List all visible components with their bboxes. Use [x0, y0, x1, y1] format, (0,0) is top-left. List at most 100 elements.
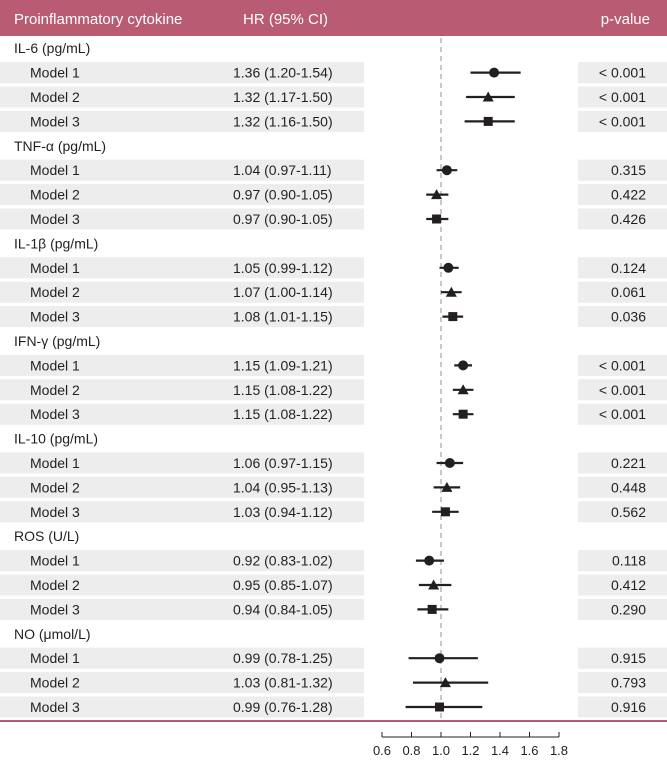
- row-stripe-left: [0, 476, 364, 498]
- hr-point-square: [448, 312, 458, 322]
- row-stripe-left: [0, 574, 364, 596]
- p-value: 0.412: [611, 577, 646, 593]
- hr-point-square: [483, 116, 493, 126]
- p-value: 0.915: [611, 650, 646, 666]
- hr-point-triangle: [441, 481, 453, 492]
- row-stripe-left: [0, 257, 364, 279]
- row-stripe-left: [0, 501, 364, 523]
- model-label: Model 2: [30, 187, 80, 203]
- model-label: Model 2: [30, 577, 80, 593]
- row-stripe-right: [578, 257, 667, 279]
- hr-ci-value: 0.92 (0.83-1.02): [233, 553, 333, 569]
- row-stripe-right: [578, 159, 667, 181]
- hr-point-square: [440, 507, 450, 517]
- hr-point-circle: [424, 555, 435, 566]
- row-stripe-right: [578, 86, 667, 108]
- model-label: Model 2: [30, 382, 80, 398]
- hr-ci-value: 0.94 (0.84-1.05): [233, 601, 333, 617]
- row-stripe-right: [578, 110, 667, 132]
- row-stripes: [0, 62, 667, 718]
- x-tick-label: 1.8: [550, 743, 568, 758]
- p-value: 0.118: [612, 553, 646, 569]
- row-stripe-right: [578, 696, 667, 718]
- model-label: Model 3: [30, 601, 80, 617]
- hr-ci-value: 1.36 (1.20-1.54): [233, 65, 333, 81]
- hr-ci-value: 1.03 (0.81-1.32): [233, 675, 333, 691]
- x-axis: 0.6 0.8 1.0 1.2 1.4 1.6 1.8: [373, 732, 568, 758]
- x-tick-label: 1.4: [491, 743, 509, 758]
- header-p-value: p-value: [601, 11, 650, 28]
- p-value: 0.422: [611, 187, 646, 203]
- hr-ci-value: 1.04 (0.97-1.11): [233, 162, 332, 178]
- p-value: 0.426: [611, 211, 646, 227]
- hr-point-triangle: [445, 286, 457, 297]
- group-label: IL-1β (pg/mL): [14, 235, 98, 251]
- group-label: IFN-γ (pg/mL): [14, 333, 100, 349]
- hr-ci-value: 1.15 (1.08-1.22): [233, 406, 333, 422]
- group-label: TNF-α (pg/mL): [14, 138, 106, 154]
- header-cytokine: Proinflammatory cytokine: [14, 11, 182, 28]
- row-stripe-left: [0, 647, 364, 669]
- hr-ci-value: 1.04 (0.95-1.13): [233, 479, 333, 495]
- p-value: 0.061: [611, 284, 646, 300]
- table-rows: IL-6 (pg/mL) Model 1 1.36 (1.20-1.54) < 0.0…: [14, 40, 646, 715]
- hr-ci-value: 0.97 (0.90-1.05): [233, 187, 333, 203]
- hr-point-square: [432, 214, 442, 224]
- row-stripe-right: [578, 476, 667, 498]
- hr-ci-value: 1.08 (1.01-1.15): [233, 309, 333, 325]
- row-stripe-right: [578, 550, 667, 572]
- hr-ci-value: 0.95 (0.85-1.07): [233, 577, 333, 593]
- hr-ci-value: 1.32 (1.16-1.50): [233, 113, 333, 129]
- row-stripe-left: [0, 452, 364, 474]
- row-stripe-right: [578, 403, 667, 425]
- hr-point-circle: [443, 262, 454, 273]
- p-value: < 0.001: [599, 89, 646, 105]
- p-value: 0.793: [611, 675, 646, 691]
- row-stripe-left: [0, 550, 364, 572]
- hr-point-square: [458, 409, 468, 419]
- row-stripe-right: [578, 208, 667, 230]
- p-value: < 0.001: [599, 65, 646, 81]
- row-stripe-right: [578, 184, 667, 206]
- hr-point-triangle: [439, 677, 451, 688]
- row-stripe-left: [0, 598, 364, 620]
- group-label: ROS (U/L): [14, 528, 79, 544]
- model-label: Model 3: [30, 211, 80, 227]
- model-label: Model 3: [30, 406, 80, 422]
- model-label: Model 2: [30, 479, 80, 495]
- model-label: Model 1: [30, 162, 80, 178]
- x-tick-label: 1.0: [432, 743, 450, 758]
- row-stripe-left: [0, 184, 364, 206]
- group-label: IL-6 (pg/mL): [14, 40, 90, 56]
- row-stripe-left: [0, 306, 364, 328]
- hr-ci-value: 1.15 (1.09-1.21): [233, 357, 333, 373]
- p-value: 0.315: [611, 162, 646, 178]
- group-label: IL-10 (pg/mL): [14, 431, 98, 447]
- hr-ci-value: 0.97 (0.90-1.05): [233, 211, 333, 227]
- row-stripe-left: [0, 281, 364, 303]
- model-label: Model 1: [30, 553, 80, 569]
- hr-ci-value: 1.32 (1.17-1.50): [233, 89, 333, 105]
- model-label: Model 3: [30, 113, 80, 129]
- hr-point-square: [427, 604, 437, 614]
- row-stripe-left: [0, 208, 364, 230]
- row-stripe-right: [578, 281, 667, 303]
- p-value: < 0.001: [599, 113, 646, 129]
- hr-point-circle: [458, 360, 469, 371]
- row-stripe-left: [0, 86, 364, 108]
- header-hr: HR (95% CI): [243, 11, 328, 28]
- hr-point-square: [435, 702, 445, 712]
- hr-ci-value: 1.15 (1.08-1.22): [233, 382, 333, 398]
- hr-point-circle: [441, 165, 452, 176]
- p-value: 0.124: [611, 260, 646, 276]
- p-value: 0.562: [611, 504, 646, 520]
- hr-point-circle: [434, 653, 445, 664]
- model-label: Model 3: [30, 699, 80, 715]
- row-stripe-left: [0, 110, 364, 132]
- x-tick-label: 0.8: [402, 743, 420, 758]
- model-label: Model 2: [30, 284, 80, 300]
- x-tick-label: 1.6: [520, 743, 538, 758]
- model-label: Model 1: [30, 65, 80, 81]
- model-label: Model 3: [30, 504, 80, 520]
